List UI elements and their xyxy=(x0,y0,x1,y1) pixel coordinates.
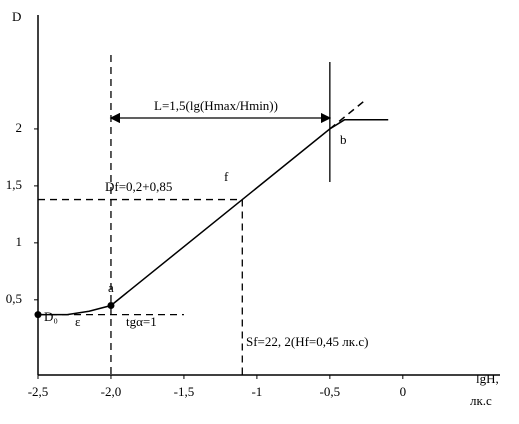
curve xyxy=(329,98,367,130)
x-tick-label: -2,5 xyxy=(28,384,49,399)
annotation: ε xyxy=(75,314,81,329)
y-tick-label: 2 xyxy=(16,120,23,135)
annotation: L=1,5(lg(Hmax/Hmin)) xyxy=(154,98,278,113)
annotation: f xyxy=(224,169,229,184)
x-tick-label: -2,0 xyxy=(101,384,122,399)
x-tick-label: -0,5 xyxy=(320,384,341,399)
y-tick-label: 0,5 xyxy=(6,291,22,306)
curve xyxy=(38,119,389,316)
y-axis-label: D xyxy=(12,9,21,24)
x-tick-label: 0 xyxy=(400,384,407,399)
x-tick-label: -1,5 xyxy=(174,384,195,399)
annotation: a xyxy=(108,280,114,295)
point xyxy=(107,302,115,310)
x-tick-label: -1 xyxy=(251,384,262,399)
x-axis-label: lgH, xyxy=(476,371,499,386)
annotation: b xyxy=(340,132,347,147)
y-tick-label: 1 xyxy=(16,234,23,249)
annotation: D₀ xyxy=(44,309,58,324)
x-axis-unit: лк.с xyxy=(470,393,492,408)
point xyxy=(34,311,42,319)
y-tick-label: 1,5 xyxy=(6,177,22,192)
annotation: Sf=22, 2(Hf=0,45 лк.с) xyxy=(246,334,368,349)
annotation: Df=0,2+0,85 xyxy=(105,179,172,194)
annotation: tgα=1 xyxy=(126,314,157,329)
